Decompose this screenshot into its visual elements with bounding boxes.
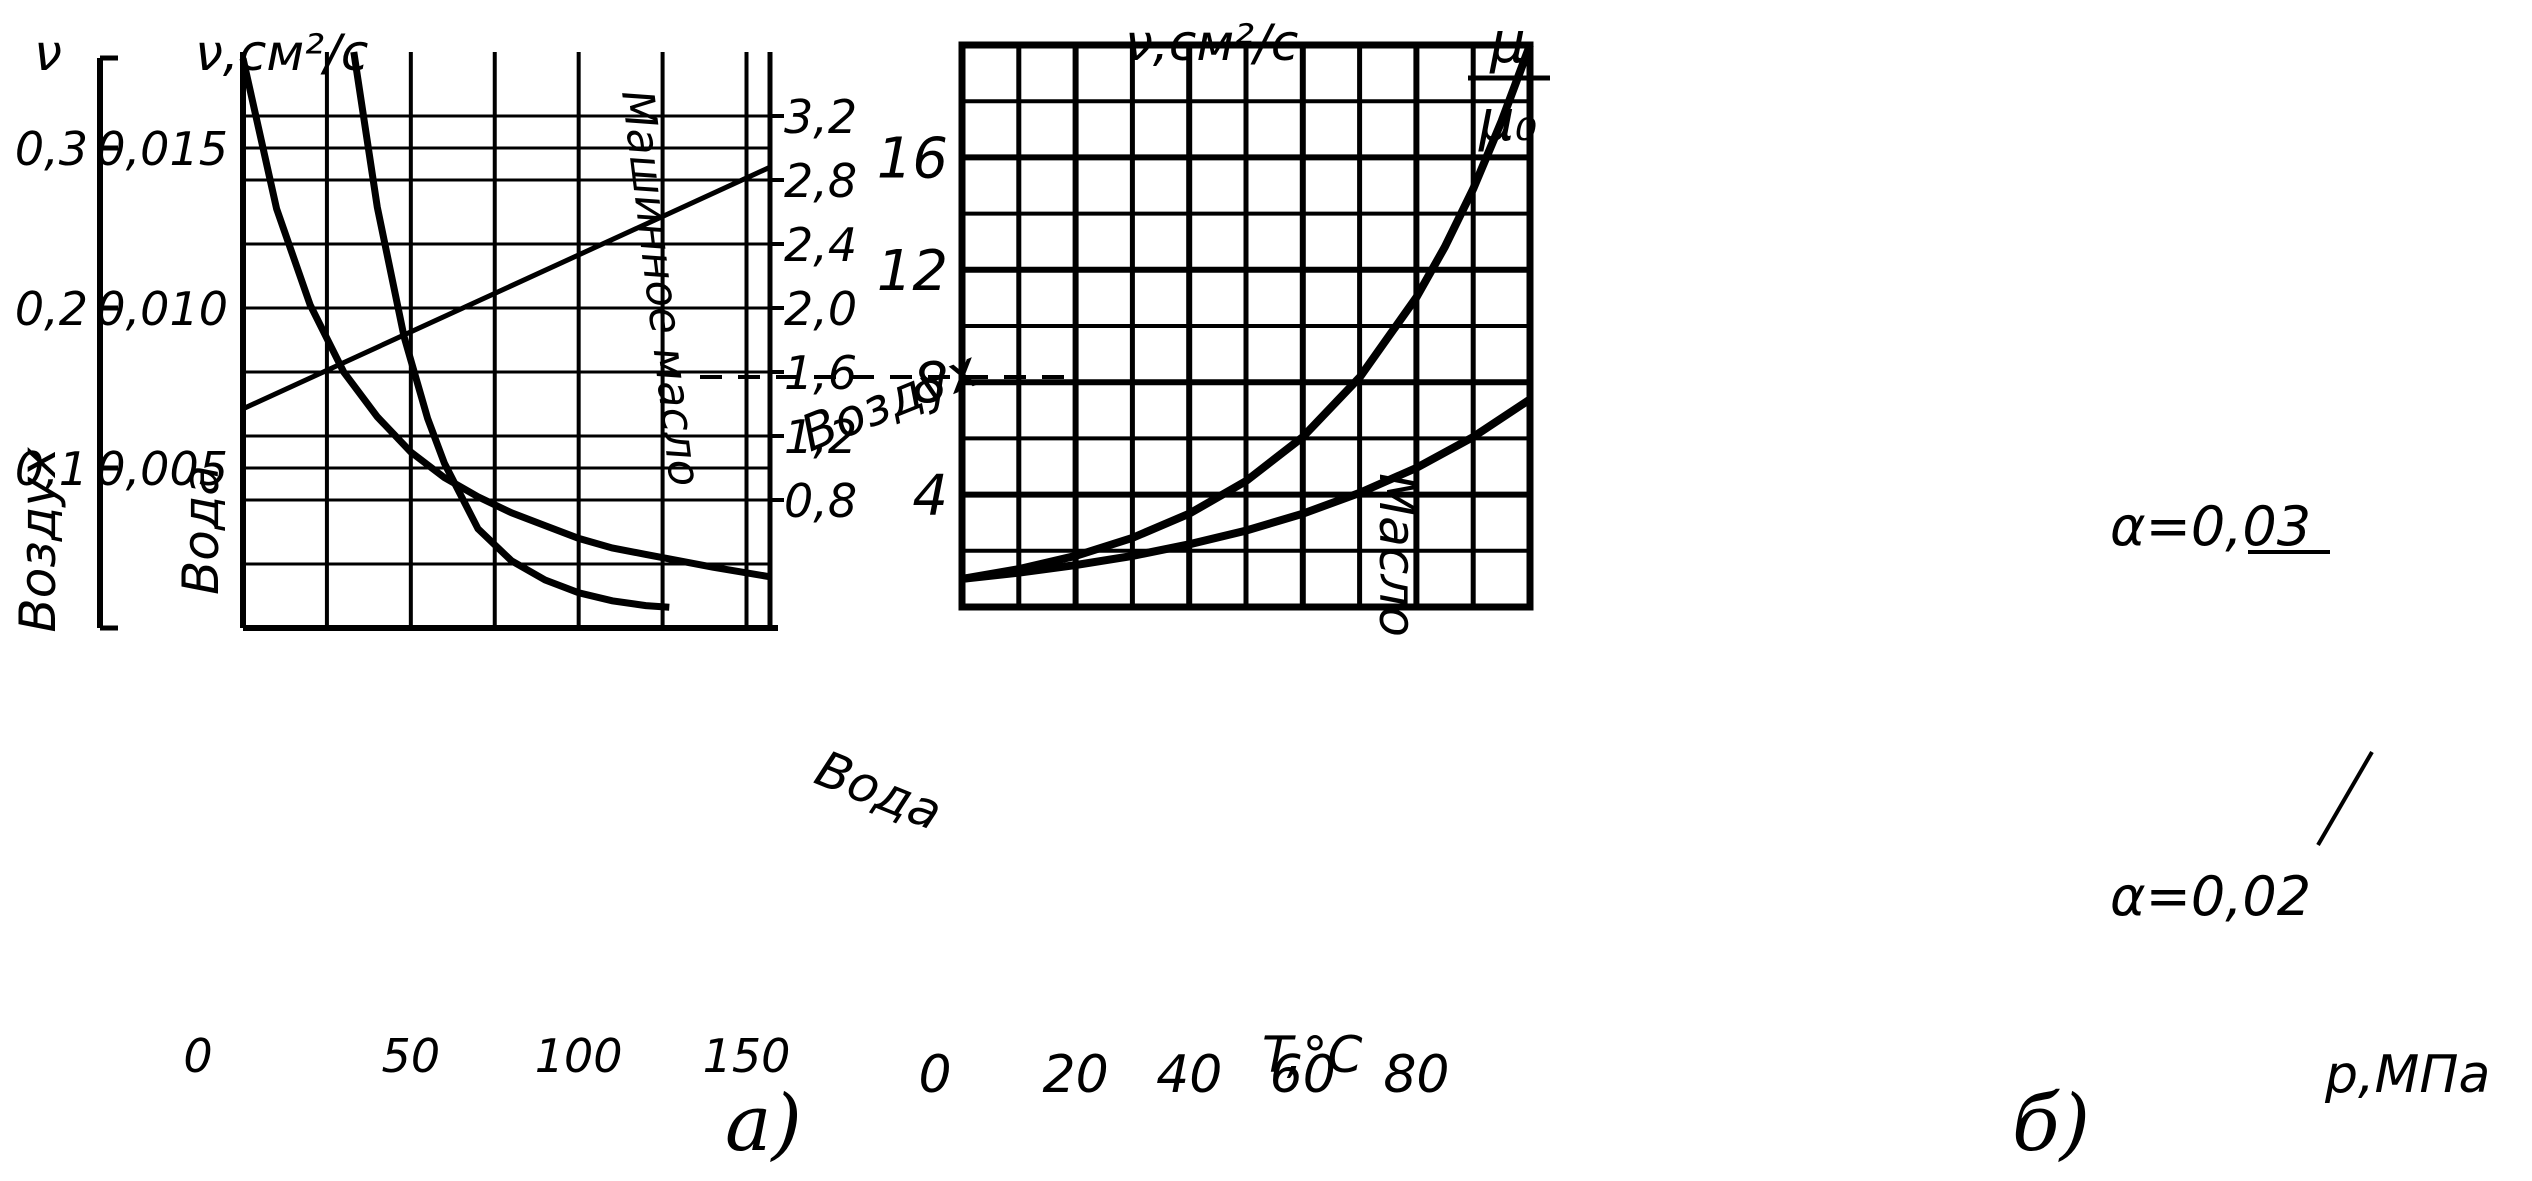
x-axis-tick-label-b: 80 (1383, 1045, 1449, 1105)
air-axis-title: Воздух (9, 447, 67, 633)
oil-axis-tick-label: 2,4 (784, 218, 857, 272)
x-axis-tick-label-a: 100 (535, 1029, 623, 1083)
y-axis-tick-label-b: 12 (877, 239, 948, 304)
y-axis-ticks-b: 4 8 12 16 (877, 126, 948, 528)
x-axis-tick-label-b: 0 (918, 1045, 951, 1105)
series-air-line (241, 164, 772, 412)
y-axis-tick-label-b: 8 (912, 351, 948, 416)
x-axis-tick-label-a: 50 (382, 1029, 441, 1083)
oil-axis-ticks: 0,8 1,2 1,6 2,0 2,4 2,8 3,2 (770, 90, 857, 528)
x-axis-tick-label-b: 60 (1270, 1045, 1336, 1105)
oil-axis-tick-label: 0,8 (784, 474, 857, 528)
x-axis-tick-label-a: 0 (183, 1029, 212, 1083)
y-axis-tick-label-b: 4 (912, 464, 948, 529)
grid-a (240, 52, 778, 631)
water-axis-tick-label: 0,005 (96, 442, 228, 496)
y-axis-tick-label-b: 16 (877, 126, 948, 191)
oil-axis-tick-label: 2,0 (784, 282, 857, 336)
grid-b (958, 41, 1534, 611)
x-axis-ticks-b: 0 20 40 60 80 (918, 1045, 1449, 1105)
x-axis-label-a: T,°C (1262, 1026, 1363, 1084)
oil-axis-tick-label: 2,8 (784, 154, 857, 208)
series-alpha-002-leader (2316, 750, 2374, 847)
water-axis-unit: ν,см²/с (195, 24, 368, 82)
series-alpha-002-label: α=0,02 (2110, 865, 2311, 928)
caption-a: а) (725, 1079, 802, 1169)
oil-axis-tick-label: 1,6 (784, 346, 857, 400)
x-axis-tick-label-a: 150 (703, 1029, 791, 1083)
series-alpha-002-line (961, 395, 1533, 583)
water-axis-tick-label: 0,015 (96, 122, 228, 176)
series-alpha-003-label: α=0,03 (2110, 495, 2311, 558)
water-axis-title: Вода (172, 465, 230, 595)
x-axis-label-b: р,МПа (2324, 1045, 2490, 1105)
water-axis-ticks: 0,005 0,010 0,015 (96, 122, 228, 496)
air-axis-symbol: ν (34, 24, 62, 82)
x-axis-tick-label-b: 20 (1043, 1045, 1109, 1105)
x-axis-ticks-a: 0 50 100 150 (183, 1029, 790, 1083)
x-axis-tick-label-b: 40 (1156, 1045, 1222, 1105)
series-alpha-003-line (961, 43, 1534, 583)
air-axis-ticks: 0,1 0,2 0,3 (15, 55, 118, 631)
oil-axis-tick-label: 1,2 (784, 410, 857, 464)
series-oil-line (350, 51, 670, 611)
series-water-label: Вода (808, 739, 950, 842)
air-axis-tick-label: 0,3 (15, 122, 88, 176)
water-axis-tick-label: 0,010 (96, 282, 228, 336)
oil-axis-tick-label: 3,2 (784, 90, 857, 144)
air-axis-tick-label: 0,1 (15, 442, 88, 496)
air-axis-tick-label: 0,2 (15, 282, 88, 336)
series-water-line (239, 57, 771, 581)
chart-viscosity-temperature: 0,1 0,2 0,3 0,005 0,010 0,015 0,8 1,2 1,6 2,0 2,… (9, 14, 1426, 1169)
caption-b: б) (2012, 1079, 2090, 1169)
